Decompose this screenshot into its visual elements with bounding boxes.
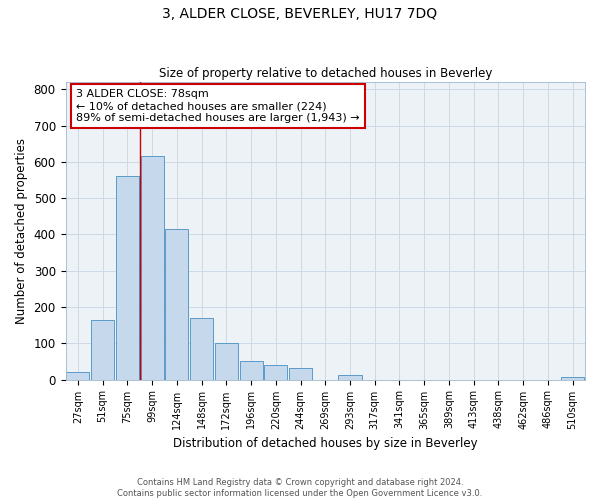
Bar <box>239 362 263 380</box>
Bar <box>91 320 114 380</box>
Text: 3, ALDER CLOSE, BEVERLEY, HU17 7DQ: 3, ALDER CLOSE, BEVERLEY, HU17 7DQ <box>163 8 437 22</box>
Bar <box>67 372 89 380</box>
Text: 3 ALDER CLOSE: 78sqm
← 10% of detached houses are smaller (224)
89% of semi-deta: 3 ALDER CLOSE: 78sqm ← 10% of detached h… <box>76 90 359 122</box>
Text: Contains HM Land Registry data © Crown copyright and database right 2024.
Contai: Contains HM Land Registry data © Crown c… <box>118 478 482 498</box>
Bar <box>561 376 584 380</box>
Bar <box>166 229 188 380</box>
Bar <box>289 368 312 380</box>
Bar <box>116 176 139 380</box>
Y-axis label: Number of detached properties: Number of detached properties <box>15 138 28 324</box>
X-axis label: Distribution of detached houses by size in Beverley: Distribution of detached houses by size … <box>173 437 478 450</box>
Bar <box>190 318 213 380</box>
Bar <box>264 365 287 380</box>
Bar <box>140 156 164 380</box>
Bar <box>338 375 362 380</box>
Bar <box>215 344 238 380</box>
Title: Size of property relative to detached houses in Beverley: Size of property relative to detached ho… <box>158 66 492 80</box>
